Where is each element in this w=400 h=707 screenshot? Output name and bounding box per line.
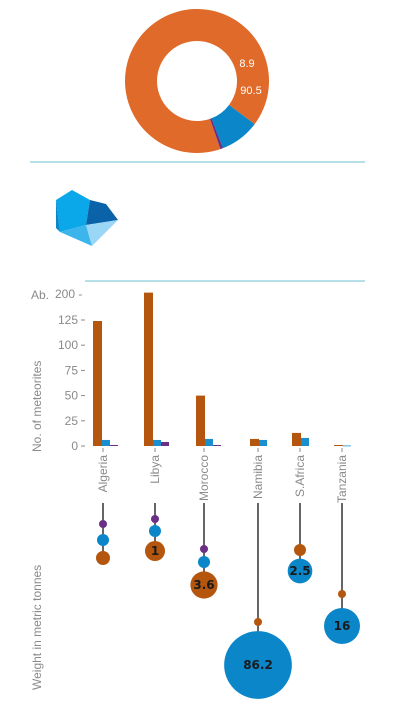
weight-value-label: 3.6: [193, 578, 214, 592]
gem-facet: [60, 225, 92, 246]
donut-value-label: 90.5: [240, 85, 261, 97]
donut-chart: 8.9 90.5: [125, 8, 270, 153]
donut-slice: [211, 104, 255, 149]
bar: [343, 445, 351, 447]
weight-bubble: [145, 541, 165, 561]
weight-bubble: [200, 545, 208, 553]
bar: [334, 444, 343, 446]
weight-bubble: [254, 618, 262, 626]
donut-value-label: 8.9: [239, 58, 254, 70]
y-tick-label: 25: [65, 414, 79, 428]
bar: [93, 321, 102, 446]
weight-bubble: [287, 558, 313, 584]
bar: [213, 444, 221, 446]
weight-value-label: 2.5: [289, 564, 310, 578]
bar: [102, 439, 110, 446]
bar: [196, 395, 205, 446]
weight-bubble: [97, 534, 109, 546]
y-axis: Ab. No. of meteorites Weight in metric t…: [30, 287, 85, 690]
category-label: S.Africa: [293, 455, 307, 497]
bar: [292, 432, 301, 446]
weight-bubble: [338, 590, 346, 598]
gem-icon: [56, 190, 118, 246]
category-label: Tanzania: [335, 455, 349, 503]
gem-facet: [86, 200, 118, 225]
y-tick-label: 0: [71, 439, 78, 453]
y-tick-label: 50: [65, 389, 79, 403]
gem-facet: [56, 190, 90, 232]
bar: [250, 438, 259, 446]
bar-chart: [93, 292, 351, 447]
bar: [153, 439, 161, 446]
y-tick-label: 100: [58, 338, 78, 352]
y-axis-prefix: Ab.: [31, 288, 49, 302]
donut-slice: [210, 118, 223, 150]
category-label: Libya: [148, 455, 162, 484]
weight-bubble: [190, 571, 218, 599]
bar: [259, 439, 267, 446]
category-labels: Algeria Libya Morocco Namibia S.Africa Tanzan…: [96, 448, 349, 503]
weight-value-label: 16: [334, 619, 351, 633]
bar: [144, 292, 153, 446]
category-label: Morocco: [197, 455, 211, 501]
weight-bubble: [99, 520, 107, 528]
bar: [110, 444, 118, 446]
weight-axis-title: Weight in metric tonnes: [30, 565, 44, 690]
y-tick-label: 200 -: [55, 287, 82, 301]
weight-value-label: 86.2: [243, 658, 273, 672]
weight-bubble: [96, 551, 110, 565]
y-tick-label: 125: [58, 313, 78, 327]
y-axis-title: No. of meteorites: [30, 361, 44, 452]
bar: [161, 441, 169, 446]
y-tick-label: 75: [65, 363, 79, 377]
weight-bubble: [224, 631, 292, 699]
weight-bubble: [198, 556, 210, 568]
donut-slice: [125, 8, 270, 153]
weight-bubble: [151, 515, 159, 523]
weight-bubble: [324, 608, 360, 644]
weight-bubble: [294, 544, 306, 556]
weight-stem-chart: 1 3.6 86.2 2.5 16: [96, 503, 360, 699]
category-label: Namibia: [251, 455, 265, 499]
bar: [301, 437, 309, 446]
gem-facet: [86, 220, 118, 246]
weight-value-label: 1: [151, 544, 159, 558]
gem-facet: [56, 200, 60, 232]
category-label: Algeria: [96, 455, 110, 493]
bar: [205, 438, 213, 446]
weight-bubble: [149, 525, 161, 537]
